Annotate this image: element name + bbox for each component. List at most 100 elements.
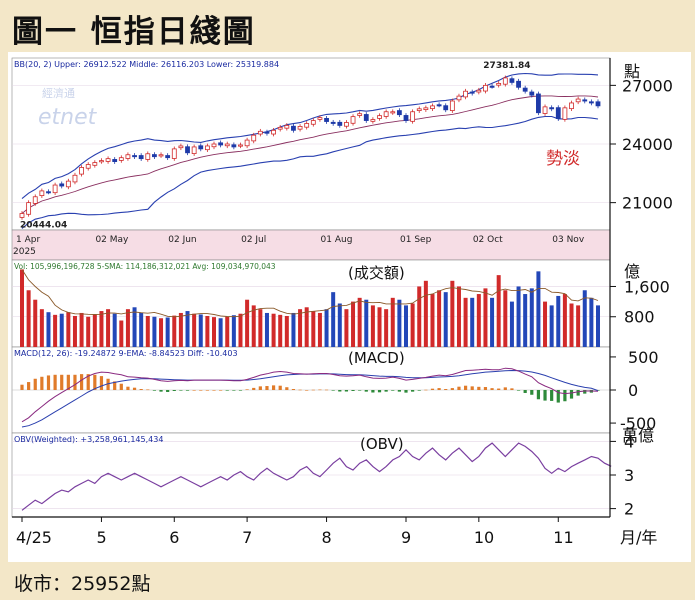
candle-body — [489, 85, 495, 88]
macd-histogram-bar — [450, 388, 454, 390]
macd-histogram-bar — [463, 385, 468, 390]
macd-histogram-bar — [576, 390, 580, 396]
candle-body — [377, 115, 382, 119]
macd-histogram-bar — [483, 387, 488, 390]
candle-body — [582, 99, 588, 102]
macd-histogram-bar — [166, 390, 170, 392]
macd-histogram-bar — [278, 385, 282, 390]
volume-bar — [198, 314, 203, 347]
candle-body — [324, 117, 329, 122]
candle-body — [79, 167, 84, 175]
macd-histogram-bar — [305, 390, 309, 391]
obv-tick-label: 3 — [624, 466, 634, 485]
volume-bar — [172, 315, 177, 347]
volume-bar — [33, 299, 38, 347]
candle-body — [105, 158, 111, 162]
macd-histogram-bar — [523, 390, 527, 393]
volume-bar — [423, 280, 428, 347]
volume-bar — [258, 309, 263, 347]
high-annotation: 27381.84 — [483, 61, 530, 71]
volume-bar — [463, 297, 468, 347]
volume-bar — [212, 317, 216, 347]
obv-unit-label: 萬億 — [622, 426, 654, 445]
macd-histogram-bar — [93, 374, 97, 390]
volume-bar — [351, 301, 356, 347]
volume-bar — [53, 314, 58, 347]
volume-panel: Vol: 105,996,196,728 5-SMA: 114,186,312,… — [12, 262, 610, 347]
macd-histogram-bar — [331, 390, 335, 391]
candle-body — [138, 155, 144, 160]
watermark-text-en: etnet — [38, 105, 98, 130]
volume-sma-line — [21, 269, 599, 318]
candle-body — [370, 119, 376, 122]
volume-bar — [437, 290, 442, 347]
candle-body — [410, 111, 416, 122]
year-label: 2025 — [13, 247, 36, 257]
candle-body — [152, 154, 157, 158]
volume-bar — [450, 280, 455, 347]
candle-body — [509, 78, 515, 83]
volume-bar — [86, 316, 91, 347]
month-tick-label: 11 — [553, 528, 573, 547]
volume-bar — [357, 297, 362, 347]
volume-bar — [178, 312, 183, 347]
volume-bar — [298, 309, 303, 347]
month-unit-label: 月/年 — [620, 528, 657, 547]
volume-bar — [543, 301, 548, 347]
macd-histogram-bar — [20, 384, 24, 390]
candle-body — [357, 113, 363, 116]
volume-title: (成交額) — [348, 264, 405, 282]
volume-bar — [562, 294, 567, 347]
candle-body — [271, 129, 276, 135]
candle-body — [337, 121, 343, 126]
macd-histogram-bar — [60, 374, 64, 390]
macd-histogram-bar — [583, 390, 587, 394]
volume-bar — [370, 305, 375, 347]
macd-histogram-bar — [291, 389, 296, 390]
macd-histogram-bar — [351, 390, 355, 391]
macd-panel: MACD(12, 26): -19.24872 9-EMA: -8.84523 … — [12, 349, 610, 428]
volume-bar — [404, 305, 408, 347]
macd-histogram-bar — [99, 376, 104, 390]
candle-body — [430, 105, 435, 110]
price-unit-label: 點 — [624, 62, 640, 81]
macd-histogram-bar — [444, 389, 448, 390]
macd-histogram-bar — [265, 386, 269, 390]
macd-tick-label: 0 — [628, 381, 638, 400]
month-tick-label: 7 — [242, 528, 252, 547]
volume-bar — [556, 295, 561, 347]
macd-histogram-bar — [238, 390, 243, 391]
volume-bar — [99, 311, 104, 347]
volume-bar — [106, 309, 111, 347]
macd-histogram-bar — [298, 389, 302, 391]
volume-bar — [278, 314, 283, 347]
candle-body — [165, 155, 171, 159]
candle-body — [59, 183, 65, 187]
candle-body — [46, 191, 51, 194]
price-tick-label: 24000 — [622, 135, 673, 154]
volume-bar — [490, 297, 495, 347]
macd-histogram-bar — [146, 389, 150, 391]
macd-histogram-bar — [477, 386, 481, 390]
candle-body — [502, 77, 508, 85]
candle-body — [191, 146, 197, 154]
volume-bar — [39, 309, 44, 347]
macd-histogram-bar — [113, 381, 117, 390]
obv-legend: OBV(Weighted): +3,258,961,145,434 — [14, 435, 163, 444]
volume-bar — [145, 315, 150, 347]
macd-histogram-bar — [556, 390, 560, 403]
volume-bar — [509, 301, 514, 347]
month-tick-label: 9 — [401, 528, 411, 547]
macd-histogram-bar — [66, 374, 70, 390]
volume-bar — [20, 269, 24, 347]
volume-bar — [218, 318, 223, 347]
macd-histogram-bar — [106, 378, 110, 390]
macd-histogram-bar — [344, 390, 349, 392]
volume-bar — [483, 288, 488, 347]
volume-bar — [496, 275, 501, 347]
candle-body — [317, 117, 323, 120]
volume-unit-label: 億 — [624, 262, 640, 281]
candle-body — [85, 164, 91, 169]
candle-body — [522, 87, 528, 92]
candle-body — [483, 84, 488, 92]
